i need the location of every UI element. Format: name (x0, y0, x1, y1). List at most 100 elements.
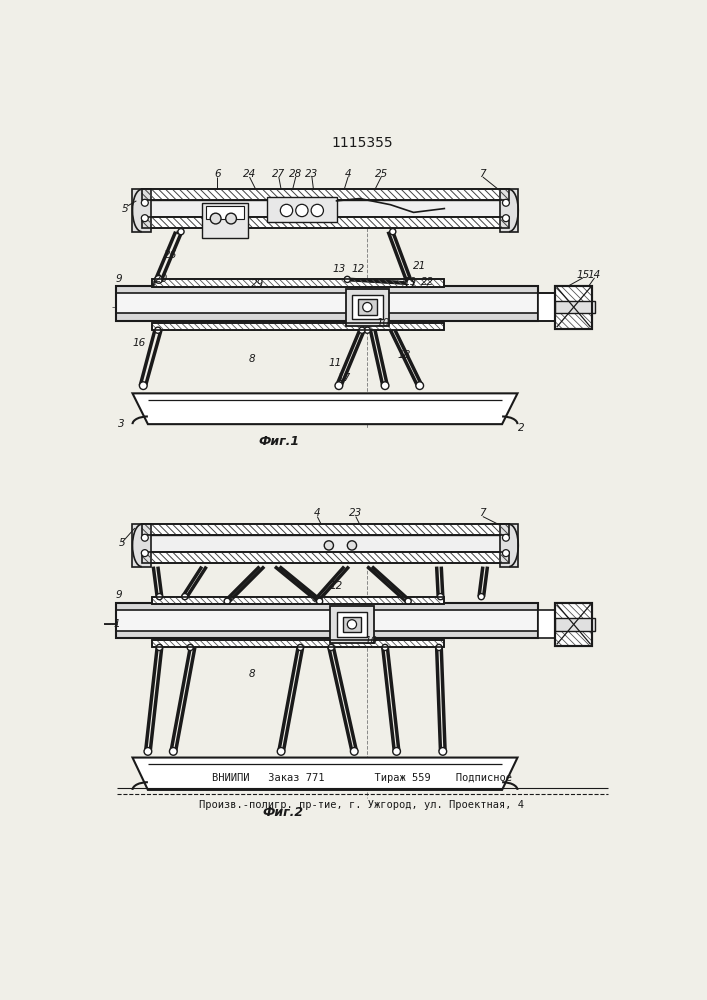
Circle shape (363, 302, 372, 312)
Circle shape (141, 550, 148, 557)
Circle shape (359, 327, 365, 333)
Bar (141, 552, 509, 563)
Text: 26: 26 (164, 250, 177, 260)
Circle shape (344, 276, 351, 282)
Text: 11: 11 (328, 358, 341, 368)
Text: 23: 23 (305, 169, 319, 179)
Circle shape (351, 748, 358, 755)
Circle shape (393, 748, 400, 755)
Text: 8: 8 (249, 354, 255, 364)
Circle shape (347, 620, 356, 629)
Bar (555, 286, 592, 329)
Bar (115, 603, 538, 610)
Circle shape (364, 327, 370, 333)
Circle shape (439, 748, 447, 755)
Bar (500, 189, 518, 232)
Polygon shape (132, 393, 518, 424)
Text: 13: 13 (332, 264, 346, 274)
Bar (152, 323, 444, 330)
Circle shape (297, 644, 303, 651)
Circle shape (438, 594, 443, 600)
Bar (132, 524, 151, 567)
Circle shape (178, 229, 184, 235)
Text: 7: 7 (479, 508, 486, 518)
Circle shape (156, 594, 163, 600)
Bar (115, 286, 538, 293)
Text: Фиг.2: Фиг.2 (262, 806, 303, 820)
Bar (115, 313, 538, 321)
Circle shape (436, 644, 442, 651)
Text: 27: 27 (272, 169, 286, 179)
Circle shape (328, 644, 334, 651)
Circle shape (182, 594, 188, 600)
Text: 3: 3 (117, 419, 124, 429)
Bar (201, 203, 248, 238)
Bar (555, 603, 592, 646)
Text: 19: 19 (403, 277, 416, 287)
Circle shape (382, 644, 388, 651)
Bar (206, 206, 244, 219)
Bar (152, 597, 444, 604)
Bar (555, 618, 595, 631)
Circle shape (224, 598, 230, 604)
Text: 15: 15 (576, 270, 590, 280)
Circle shape (325, 541, 334, 550)
Circle shape (170, 748, 177, 755)
Text: 5: 5 (119, 538, 126, 548)
Bar (352, 295, 382, 319)
Circle shape (503, 199, 510, 206)
Bar (555, 301, 595, 313)
Circle shape (141, 215, 148, 222)
Bar (555, 603, 592, 646)
Bar (141, 217, 509, 228)
Bar (152, 323, 444, 330)
Bar (115, 286, 538, 321)
Text: 14: 14 (588, 270, 601, 280)
Circle shape (503, 215, 510, 222)
Text: Фиг.1: Фиг.1 (258, 435, 299, 448)
Circle shape (226, 213, 236, 224)
Bar (115, 293, 538, 321)
Circle shape (503, 550, 510, 557)
Text: 1: 1 (114, 619, 120, 629)
Text: 23: 23 (349, 508, 363, 518)
Bar (267, 197, 337, 222)
Text: 10: 10 (365, 636, 378, 646)
Circle shape (311, 204, 324, 217)
Bar (358, 299, 377, 315)
Bar (152, 640, 444, 647)
Circle shape (141, 199, 148, 206)
Circle shape (296, 204, 308, 217)
Text: 7: 7 (479, 169, 486, 179)
Circle shape (155, 327, 161, 333)
Text: 9: 9 (115, 274, 122, 284)
Bar (115, 610, 538, 638)
Bar (152, 279, 444, 287)
Text: 1115355: 1115355 (332, 136, 394, 150)
Circle shape (277, 748, 285, 755)
Text: 20: 20 (155, 274, 168, 284)
Text: 28: 28 (289, 169, 303, 179)
Bar (115, 603, 538, 638)
Bar (152, 279, 444, 287)
Bar (141, 535, 509, 552)
Bar (538, 293, 555, 321)
Circle shape (503, 534, 510, 541)
Polygon shape (132, 758, 518, 790)
Text: 25: 25 (375, 169, 388, 179)
Text: 4: 4 (314, 508, 320, 518)
Circle shape (210, 213, 221, 224)
Text: 6: 6 (214, 169, 221, 179)
Circle shape (335, 382, 343, 390)
Text: Произв.-полигр. пр-тие, г. Ужгород, ул. Проектная, 4: Произв.-полигр. пр-тие, г. Ужгород, ул. … (199, 800, 525, 810)
Circle shape (155, 276, 163, 283)
Circle shape (187, 644, 193, 651)
Bar (152, 640, 444, 647)
Bar (141, 524, 509, 535)
Text: 10: 10 (376, 318, 390, 328)
Bar (141, 552, 509, 563)
Circle shape (381, 382, 389, 390)
Circle shape (139, 382, 147, 390)
Bar (337, 612, 368, 637)
Text: 8: 8 (249, 669, 255, 679)
